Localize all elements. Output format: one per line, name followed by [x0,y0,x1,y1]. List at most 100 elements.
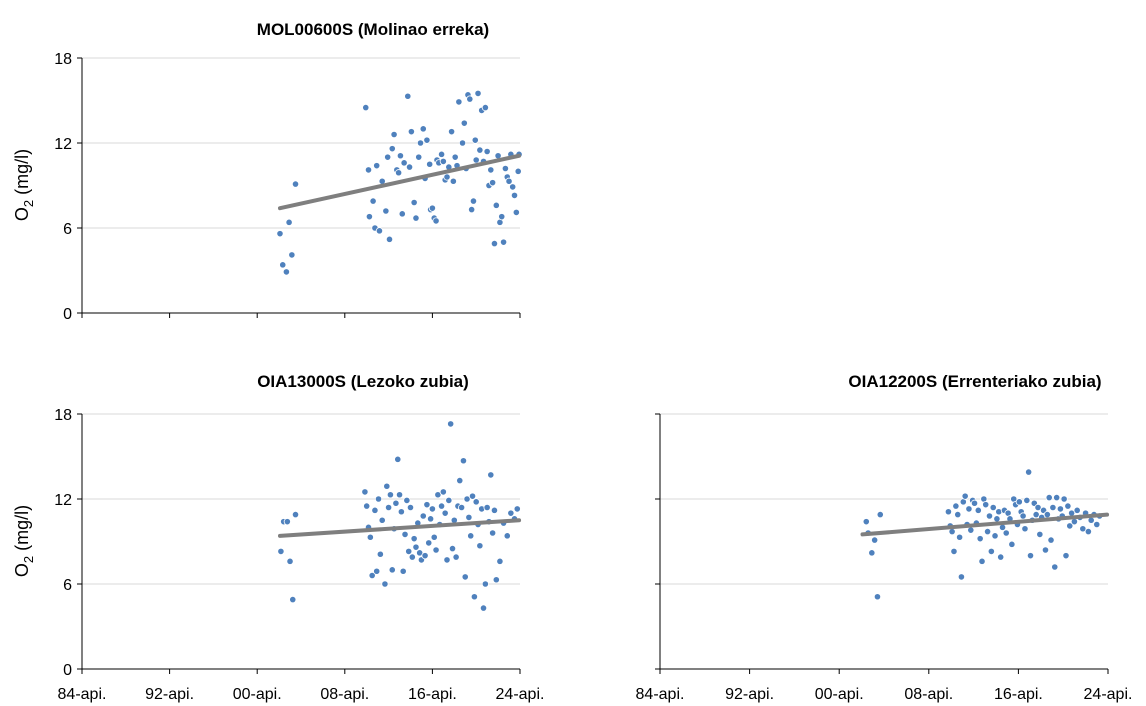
chart-title: MOL00600S (Molinao erreka) [257,20,489,39]
data-point [375,227,384,235]
chart-title: OIA13000S (Lezoko zubia) [257,372,469,391]
y-tick-label: 0 [63,306,72,323]
data-point [997,553,1005,561]
data-point [476,146,484,154]
data-point [976,535,984,543]
data-point [487,471,495,479]
data-point [993,515,1001,523]
data-point [492,576,500,584]
data-point [470,593,479,601]
data-point [868,549,876,557]
data-point [423,136,431,144]
data-point [404,92,412,100]
data-point [412,214,420,222]
data-point [447,420,455,428]
data-point [408,553,416,561]
data-point [985,512,994,520]
data-point [443,173,451,181]
data-point [398,210,406,218]
data-point [368,571,376,580]
data-point [276,230,284,238]
data-point [970,499,979,507]
data-point [483,147,491,156]
data-point [1019,512,1027,520]
data-point [956,533,964,541]
data-point [441,509,449,517]
data-point [510,191,519,200]
x-tick-label: 16-api. [994,686,1043,703]
data-point [862,518,870,526]
data-point [1021,525,1029,533]
data-point [399,567,407,575]
chart-panel-errenteriako-zubia: OIA12200S (Errenteriako zubia) 84-api. 92… [636,372,1133,703]
data-point [873,593,882,601]
data-point [989,503,997,512]
data-point [983,527,992,536]
chart-panel-molinao-erreka: MOL00600S (Molinao erreka) 0 6 12 18 O2 (mg… [12,20,523,323]
x-tick-label: 00-api. [233,686,282,703]
data-point [490,239,499,248]
trend-line [860,512,1110,537]
data-point [385,235,394,243]
data-point [489,529,497,537]
data-point [503,532,511,540]
chart-panel-lezoko-zubia: OIA13000S (Lezoko zubia) 0 6 12 18 84-api. 92… [12,372,544,703]
data-point [466,95,474,103]
data-point [501,164,509,173]
x-tick-label: 08-api. [320,686,369,703]
data-point [483,503,491,512]
data-point [410,535,418,543]
x-tick-label: 00-api. [815,686,864,703]
data-point [1041,546,1050,554]
data-point [991,532,999,540]
data-point [362,103,370,112]
data-point [957,573,966,581]
data-point [412,543,420,551]
data-point [395,169,403,177]
data-point [456,476,464,485]
data-point [406,503,415,512]
data-point [365,213,374,221]
data-point [967,526,975,534]
data-point [383,482,391,490]
data-point [403,496,411,505]
data-point [291,510,300,519]
data-point [452,553,460,561]
y-tick-label: 18 [54,51,72,68]
data-point [392,499,400,507]
data-point [285,218,293,226]
data-point [426,160,434,168]
data-point [373,162,381,170]
data-point [1051,563,1059,571]
data-point [396,152,405,160]
data-point [460,119,468,127]
data-point [965,505,973,513]
data-point [487,166,495,174]
data-point [381,580,389,588]
y-tick-label: 6 [63,577,72,594]
data-point [364,166,373,174]
data-point [481,580,489,588]
data-point [467,532,475,540]
data-point [481,103,489,112]
trend-line [277,518,522,538]
x-tick-label: 84-api. [58,686,107,703]
data-point [388,566,396,574]
data-point [384,153,392,161]
x-tick-label: 92-api. [725,686,774,703]
data-point [288,251,296,259]
data-point [376,550,384,558]
data-point [437,150,446,158]
data-point [291,180,300,188]
data-point [1093,520,1101,529]
data-point [428,204,436,212]
data-point [394,455,402,463]
data-point [390,130,398,139]
data-point [432,546,440,554]
data-point [459,457,468,465]
data-point [1045,493,1053,502]
data-point [434,491,442,499]
data-point [401,530,409,539]
data-point [1032,510,1040,519]
data-point [366,533,374,541]
